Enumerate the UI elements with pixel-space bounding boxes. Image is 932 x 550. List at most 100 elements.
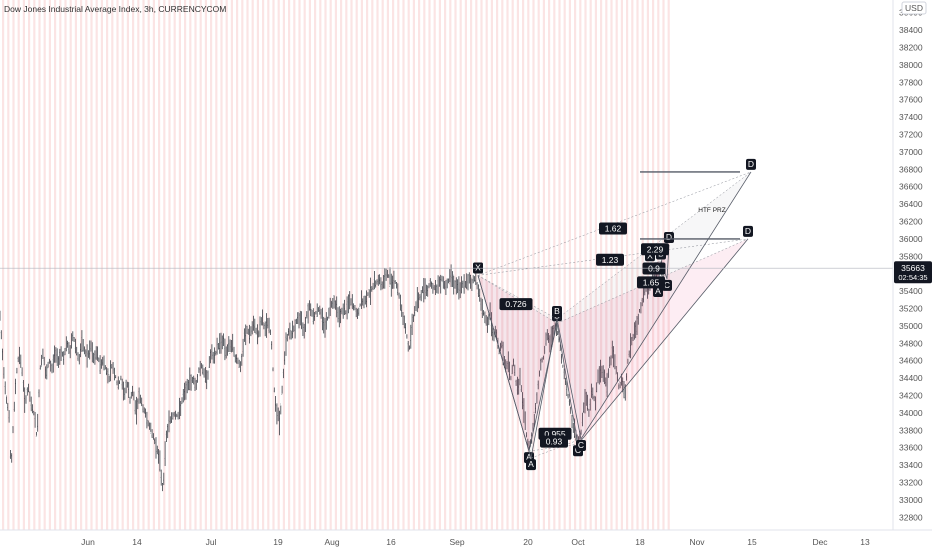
pattern-point-label: A [655, 286, 661, 296]
session-stripe [563, 0, 566, 530]
session-stripe [137, 0, 140, 530]
ratio-label-bg [499, 298, 533, 311]
y-tick-label: 32800 [899, 512, 923, 522]
y-tick-label: 34000 [899, 408, 923, 418]
session-stripe [163, 0, 166, 530]
session-stripe [100, 0, 103, 530]
session-stripe [262, 0, 265, 530]
pattern-point-label: X [475, 262, 481, 272]
y-tick-label: 34200 [899, 391, 923, 401]
session-stripe [402, 0, 405, 530]
y-tick-label: 36800 [899, 164, 923, 174]
y-tick-label: 33800 [899, 425, 923, 435]
session-stripe [511, 0, 514, 530]
ratio-label: 1.65 [643, 277, 660, 287]
pattern-point-D [664, 231, 674, 243]
pattern-ratio-line [477, 275, 558, 320]
session-stripe [236, 0, 239, 530]
session-stripe [277, 0, 280, 530]
session-stripe [80, 0, 83, 530]
session-stripe [324, 0, 327, 530]
session-stripe [173, 0, 176, 530]
price-axis-ticks: 32800 33000 33200 33400 33600 33800 34000 34200… [899, 8, 923, 523]
session-stripe [308, 0, 311, 530]
session-stripe [454, 0, 457, 530]
session-stripe [428, 0, 431, 530]
harmonic-patterns[interactable]: XABCDXABCDXABCD [473, 158, 756, 471]
session-stripe [490, 0, 493, 530]
session-stripe [288, 0, 291, 530]
session-stripe [121, 0, 124, 530]
session-stripe [527, 0, 530, 530]
session-stripe [204, 0, 207, 530]
y-tick-label: 34400 [899, 373, 923, 383]
session-stripe [48, 0, 51, 530]
x-tick-label: Nov [689, 537, 705, 547]
session-stripe [314, 0, 317, 530]
session-stripe [246, 0, 249, 530]
session-stripe [532, 0, 535, 530]
y-tick-label: 33400 [899, 460, 923, 470]
session-stripe [12, 0, 15, 530]
pattern-point-A [653, 286, 663, 298]
session-stripe [189, 0, 192, 530]
session-stripe [584, 0, 587, 530]
session-stripe [106, 0, 109, 530]
session-stripe [412, 0, 415, 530]
pattern-point-label: C [664, 280, 670, 290]
session-stripe [178, 0, 181, 530]
session-stripe [392, 0, 395, 530]
ratio-label: 0.955 [544, 429, 566, 439]
pattern-point-label: D [666, 232, 672, 242]
session-stripe [522, 0, 525, 530]
session-stripe [355, 0, 358, 530]
y-tick-label: 35000 [899, 321, 923, 331]
session-stripe [272, 0, 275, 530]
pattern-main: X A B C D [473, 225, 753, 464]
session-stripe [459, 0, 462, 530]
session-stripe [293, 0, 296, 530]
x-tick-label: 14 [132, 537, 142, 547]
ratio-label: 0.93 [546, 437, 563, 447]
session-stripe [147, 0, 150, 530]
session-stripe [537, 0, 540, 530]
session-stripe [184, 0, 187, 530]
session-stripe [589, 0, 592, 530]
session-stripe [95, 0, 98, 530]
currency-label: USD [901, 1, 927, 15]
y-tick-label: 38200 [899, 43, 923, 53]
session-stripe [579, 0, 582, 530]
y-tick-label: 36200 [899, 217, 923, 227]
session-stripe [111, 0, 114, 530]
session-stripe [210, 0, 213, 530]
y-tick-label: 35400 [899, 286, 923, 296]
pattern-point-label: A [528, 459, 534, 469]
pattern-point-C [576, 440, 586, 451]
pattern-ratio-line [530, 438, 582, 459]
session-stripe [376, 0, 379, 530]
session-stripe [199, 0, 202, 530]
session-stripe [251, 0, 254, 530]
session-stripe [230, 0, 233, 530]
pattern-ratio-line [477, 275, 558, 324]
session-stripe [43, 0, 46, 530]
session-stripe [142, 0, 145, 530]
x-tick-label: Jul [206, 537, 217, 547]
session-stripe [371, 0, 374, 530]
ratio-label-bg [596, 253, 624, 266]
x-tick-label: 19 [273, 537, 283, 547]
session-stripe [215, 0, 218, 530]
session-stripe [444, 0, 447, 530]
session-stripe [418, 0, 421, 530]
session-stripe [85, 0, 88, 530]
pattern-triangle-xab [478, 275, 557, 459]
pattern-triangle-bcd [557, 238, 748, 445]
time-axis[interactable] [0, 529, 932, 550]
pattern-triangle-xab [478, 275, 557, 452]
y-tick-label: 36000 [899, 234, 923, 244]
pattern-point-D [746, 158, 756, 170]
chart-title: Dow Jones Industrial Average Index, 3h, … [4, 4, 226, 14]
y-tick-label: 33000 [899, 495, 923, 505]
